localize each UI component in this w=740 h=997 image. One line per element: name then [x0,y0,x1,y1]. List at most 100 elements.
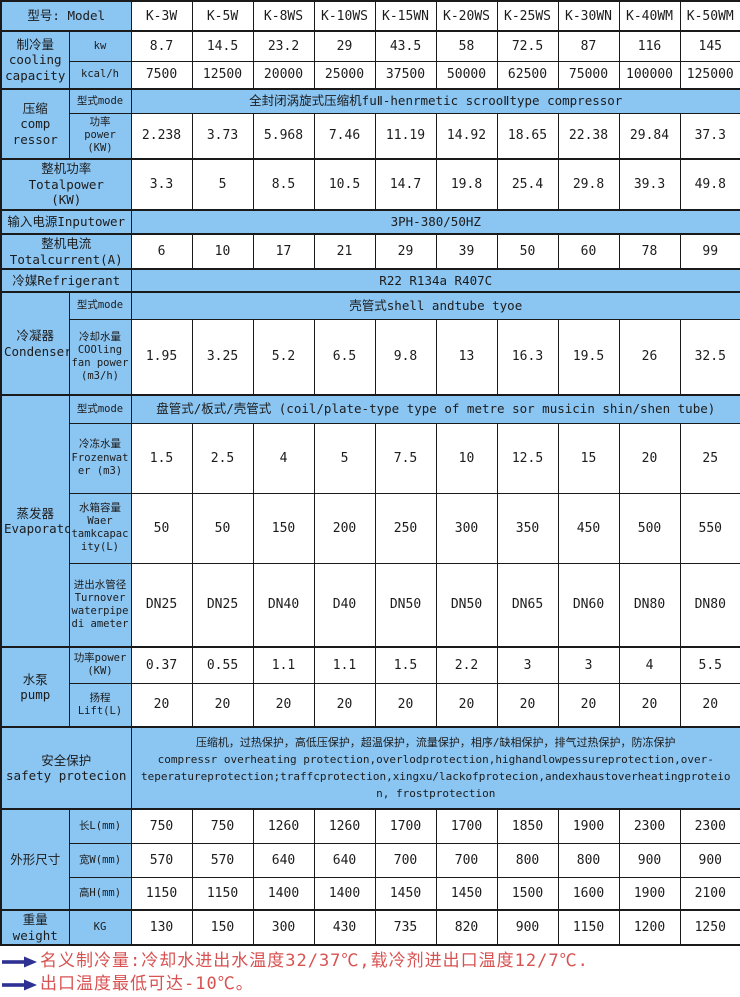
cell-tank-capacity-K-15WN: 250 [374,492,437,564]
merged-safety: 压缩机，过热保护，高低压保护，超温保护，流量保护，相序/缺相保护，排气过热保护，… [130,726,740,810]
cell-dim-length-K-20WS: 1700 [435,808,498,844]
cell-compressor-power-K-8WS: 5.968 [252,112,315,160]
cell-compressor-power-K-25WS: 18.65 [496,112,559,160]
cell-pump-power-K-3W: 0.37 [130,646,193,684]
label-refrigerant: 冷媒Refrigerant [0,268,132,293]
arrow-icon [2,956,37,968]
cell-pump-lift-K-40WM: 20 [618,682,681,728]
cell-dim-width-K-10WS: 640 [313,842,376,878]
cell-cooling-kw-K-15WN: 43.5 [374,30,437,62]
cell-tank-capacity-K-40WM: 500 [618,492,681,564]
cell-pump-lift-K-15WN: 20 [374,682,437,728]
cell-cooling-kcal-K-8WS: 20000 [252,60,315,90]
cell-condenser-water-K-15WN: 9.8 [374,318,437,396]
cell-tank-capacity-K-8WS: 150 [252,492,315,564]
cell-dim-length-K-25WS: 1850 [496,808,559,844]
cell-total-power-K-30WN: 29.8 [557,158,620,211]
cell-total-current-K-5W: 10 [191,232,254,270]
cell-cooling-kcal-K-40WM: 100000 [618,60,681,90]
cell-dim-length-K-8WS: 1260 [252,808,315,844]
footnote-line-1: 名义制冷量:冷却水进出水温度32/37℃,载冷剂进出口温度12/7℃. [2,952,740,972]
cell-cooling-kw-K-3W: 8.7 [130,30,193,62]
cell-compressor-power-K-40WM: 29.84 [618,112,681,160]
cell-pump-lift-K-25WS: 20 [496,682,559,728]
cell-dim-height-K-40WM: 1900 [618,876,681,911]
cell-pump-power-K-8WS: 1.1 [252,646,315,684]
cell-condenser-water-K-10WS: 6.5 [313,318,376,396]
label-safety: 安全保护 safety protecion [0,726,132,810]
cell-total-current-K-15WN: 29 [374,232,437,270]
merged-compressor-type: 全封闭涡旋式压缩机fuⅡ-henrmetic scrooⅡtype compre… [130,88,740,114]
cell-cooling-kcal-K-3W: 7500 [130,60,193,90]
sublabel-evaporator-type: 型式mode [68,394,132,424]
cell-dim-width-K-5W: 570 [191,842,254,878]
cell-dim-height-K-15WN: 1450 [374,876,437,911]
cell-weight-K-5W: 150 [191,909,254,946]
cell-dim-width-K-25WS: 800 [496,842,559,878]
cell-dim-height-K-10WS: 1400 [313,876,376,911]
cell-frozen-water-K-20WS: 10 [435,422,498,494]
cell-total-current-K-3W: 6 [130,232,193,270]
cell-model-K-25WS: K-25WS [496,0,559,32]
spec-table: 型号: Model K-3W K-5W K-8WS K-10WS K-15WN K-20WS… [0,0,740,947]
cell-dim-height-K-30WN: 1600 [557,876,620,911]
footnote-text: 名义制冷量:冷却水进出水温度32/37℃,载冷剂进出口温度12/7℃. [40,951,589,972]
sublabel-condenser-water: 冷却水量 COOling fan power (m3/h) [68,318,132,396]
cell-cooling-kw-K-20WS: 58 [435,30,498,62]
cell-pump-power-K-10WS: 1.1 [313,646,376,684]
cell-pipe-diameter-K-25WS: DN65 [496,562,559,648]
cell-model-K-3W: K-3W [130,0,193,32]
cell-cooling-kw-K-50WM: 145 [679,30,740,62]
cell-weight-K-25WS: 900 [496,909,559,946]
merged-refrigerant: R22 R134a R407C [130,268,740,293]
cell-tank-capacity-K-25WS: 350 [496,492,559,564]
cell-tank-capacity-K-50WM: 550 [679,492,740,564]
cell-model-K-20WS: K-20WS [435,0,498,32]
cell-pump-lift-K-30WN: 20 [557,682,620,728]
cell-dim-width-K-8WS: 640 [252,842,315,878]
cell-dim-length-K-50WM: 2300 [679,808,740,844]
cell-total-power-K-50WM: 49.8 [679,158,740,211]
merged-condenser-type: 壳管式shell andtube tyoe [130,291,740,320]
cell-dim-width-K-30WN: 800 [557,842,620,878]
cell-dim-length-K-3W: 750 [130,808,193,844]
cell-total-power-K-25WS: 25.4 [496,158,559,211]
merged-input-power: 3PH-380/50HZ [130,208,740,235]
cell-frozen-water-K-8WS: 4 [252,422,315,494]
cell-frozen-water-K-15WN: 7.5 [374,422,437,494]
cell-model-K-5W: K-5W [191,0,254,32]
cell-dim-width-K-3W: 570 [130,842,193,878]
cell-dim-height-K-50WM: 2100 [679,876,740,911]
cell-dim-height-K-20WS: 1450 [435,876,498,911]
cell-pump-lift-K-20WS: 20 [435,682,498,728]
label-weight: 重量 weight [0,909,70,946]
cell-frozen-water-K-10WS: 5 [313,422,376,494]
cell-cooling-kcal-K-50WM: 125000 [679,60,740,90]
cell-weight-K-50WM: 1250 [679,909,740,946]
cell-total-current-K-8WS: 17 [252,232,315,270]
cell-cooling-kcal-K-20WS: 50000 [435,60,498,90]
cell-tank-capacity-K-5W: 50 [191,492,254,564]
cell-pipe-diameter-K-8WS: DN40 [252,562,315,648]
cell-dim-width-K-40WM: 900 [618,842,681,878]
cell-dim-width-K-20WS: 700 [435,842,498,878]
cell-frozen-water-K-40WM: 20 [618,422,681,494]
cell-condenser-water-K-50WM: 32.5 [679,318,740,396]
cell-weight-K-30WN: 1150 [557,909,620,946]
cell-dim-length-K-5W: 750 [191,808,254,844]
label-cooling-kw: 制冷量 cooling capacity [0,30,70,90]
cell-total-current-K-30WN: 60 [557,232,620,270]
sublabel-dim-height: 高H(mm) [68,876,132,911]
cell-cooling-kw-K-8WS: 23.2 [252,30,315,62]
cell-dim-width-K-15WN: 700 [374,842,437,878]
footnote-line-2: 出口温度最低可达-10℃。 [2,974,740,995]
cell-tank-capacity-K-30WN: 450 [557,492,620,564]
cell-dim-height-K-25WS: 1500 [496,876,559,911]
cell-weight-K-20WS: 820 [435,909,498,946]
cell-condenser-water-K-25WS: 16.3 [496,318,559,396]
arrow-icon [2,979,37,991]
cell-condenser-water-K-30WN: 19.5 [557,318,620,396]
cell-dim-height-K-8WS: 1400 [252,876,315,911]
cell-total-power-K-15WN: 14.7 [374,158,437,211]
cell-pump-lift-K-50WM: 20 [679,682,740,728]
